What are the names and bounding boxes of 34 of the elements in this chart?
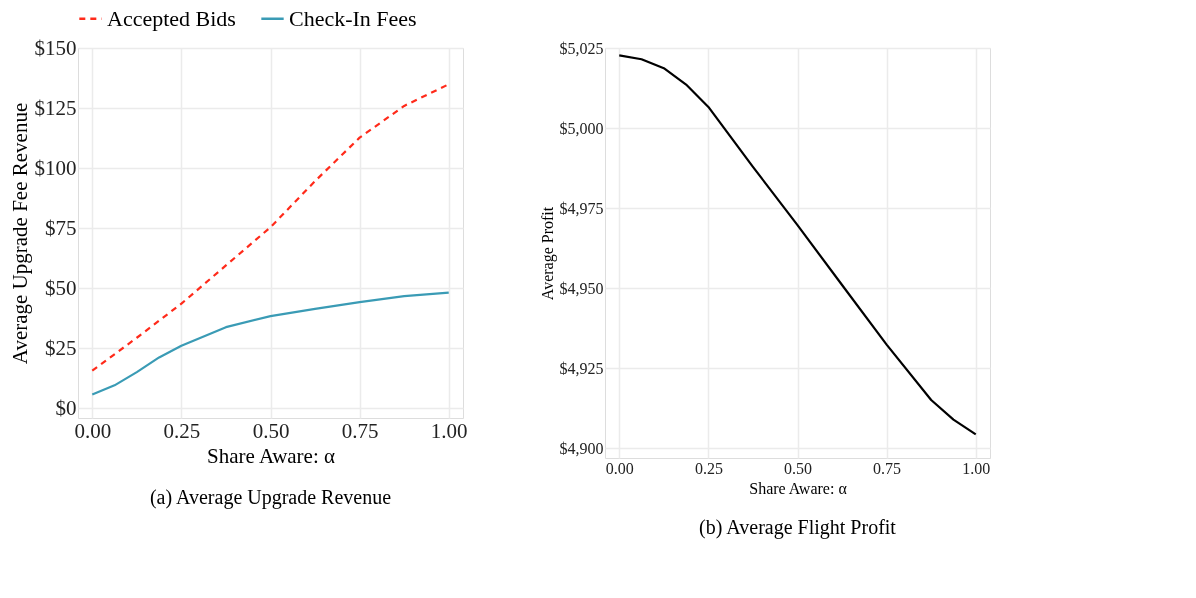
- x-axis-title: Share Aware: α: [749, 479, 848, 497]
- x-tick-label: 0.00: [605, 459, 634, 477]
- y-tick-label: $75: [45, 215, 77, 240]
- y-tick-label: $50: [45, 275, 77, 300]
- text: (b) Average Flight Profit: [699, 516, 897, 539]
- y-tick-label: $5,000: [559, 119, 604, 137]
- y-axis-title: Average Upgrade Fee Revenue: [7, 102, 32, 365]
- x-tick-label: 0.00: [74, 418, 112, 443]
- line-series: [91, 291, 450, 396]
- y-tick-label: $4,950: [559, 279, 604, 297]
- y-tick-label: $0: [55, 395, 77, 420]
- y-tick-label: $25: [45, 335, 77, 360]
- y-tick-label: $150: [34, 35, 77, 60]
- y-tick-label: $4,975: [559, 199, 604, 217]
- x-tick-label: 0.50: [252, 418, 290, 443]
- y-tick-label: $5,025: [559, 39, 604, 57]
- y-tick-label: $4,900: [559, 439, 604, 457]
- y-tick-label: $125: [34, 95, 77, 120]
- x-tick-label: 0.25: [163, 418, 201, 443]
- x-axis-title: Share Aware: α: [206, 443, 336, 468]
- x-tick-label: 0.25: [694, 459, 723, 477]
- y-tick-label: $4,925: [559, 359, 604, 377]
- x-tick-label: 0.75: [873, 459, 902, 477]
- line-series: [91, 83, 450, 372]
- y-tick-label: $100: [34, 155, 77, 180]
- x-tick-label: 1.00: [962, 459, 991, 477]
- line-series: [618, 54, 977, 436]
- legend-label: Accepted Bids: [107, 5, 236, 31]
- legend-label: Check-In Fees: [289, 5, 417, 31]
- x-tick-label: 0.75: [341, 418, 379, 443]
- x-tick-label: 1.00: [430, 418, 468, 443]
- x-tick-label: 0.50: [784, 459, 812, 477]
- text: (a) Average Upgrade Revenue: [149, 486, 392, 509]
- y-axis-title: Average Profit: [538, 206, 557, 301]
